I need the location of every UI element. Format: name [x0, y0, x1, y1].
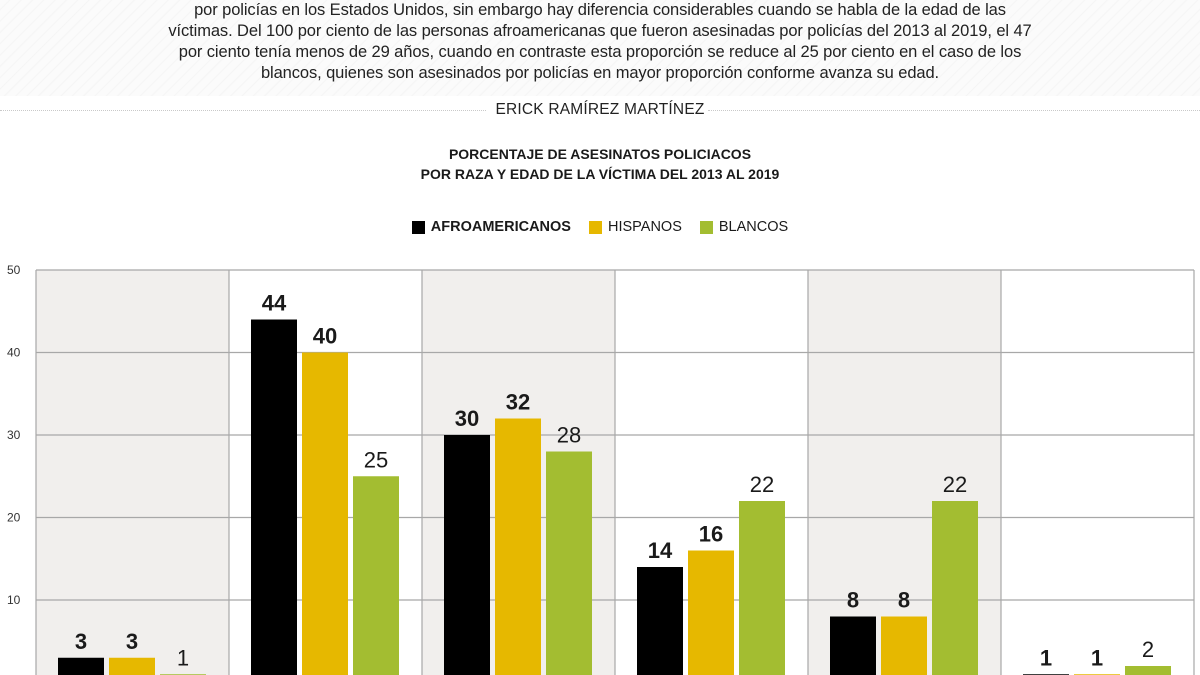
bar-value-label: 22 — [750, 472, 774, 497]
legend-swatch-afroamericanos — [411, 220, 425, 234]
legend-item-afroamericanos: AFROAMERICANOS — [411, 219, 571, 235]
intro-line: por ciento tenía menos de 29 años, cuand… — [178, 43, 1022, 61]
bar-value-label: 3 — [126, 629, 138, 654]
y-tick-label: 30 — [7, 428, 21, 442]
bar-value-label: 14 — [648, 538, 673, 563]
legend-label: AFROAMERICANOS — [430, 219, 571, 235]
bar-value-label: 1 — [1091, 645, 1103, 670]
bar-blancos — [739, 501, 785, 675]
bar-blancos — [1125, 666, 1171, 675]
bar-hispanos — [688, 550, 734, 675]
legend-item-hispanos: HISPANOS — [589, 219, 682, 235]
bar-blancos — [353, 476, 399, 675]
bar-value-label: 8 — [847, 588, 859, 613]
divider-left — [0, 110, 486, 111]
divider-right — [708, 110, 1200, 111]
bar-hispanos — [109, 657, 155, 675]
bar-value-label: 3 — [75, 629, 87, 654]
bar-afroamericanos — [830, 616, 876, 675]
bar-value-label: 2 — [1142, 637, 1154, 662]
bar-afroamericanos — [444, 435, 490, 675]
bar-hispanos — [881, 616, 927, 675]
chart-title: PORCENTAJE DE ASESINATOS POLICIACOS — [448, 146, 752, 162]
bar-value-label: 8 — [898, 588, 910, 613]
y-tick-label: 50 — [7, 263, 21, 277]
bar-afroamericanos — [251, 319, 297, 675]
y-tick-label: 20 — [7, 511, 21, 525]
legend-label: HISPANOS — [608, 219, 682, 235]
legend-label: BLANCOS — [718, 219, 789, 235]
bar-afroamericanos — [637, 567, 683, 675]
bar-afroamericanos — [58, 657, 104, 675]
bar-value-label: 40 — [313, 324, 337, 349]
bar-blancos — [932, 501, 978, 675]
bar-value-label: 28 — [557, 423, 581, 448]
bar-value-label: 25 — [364, 447, 388, 472]
bar-hispanos — [495, 418, 541, 675]
chart-title-block: PORCENTAJE DE ASESINATOS POLICIACOS POR … — [0, 144, 1200, 184]
bar-blancos — [546, 451, 592, 675]
intro-text: por policías en los Estados Unidos, sin … — [150, 0, 1050, 84]
bar-hispanos — [302, 352, 348, 675]
bar-value-label: 32 — [506, 390, 530, 415]
bar-value-label: 30 — [455, 406, 479, 431]
intro-line: blancos, quienes son asesinados por poli… — [260, 64, 940, 82]
bar-value-label: 1 — [1040, 645, 1052, 670]
chart-subtitle: POR RAZA Y EDAD DE LA VÍCTIMA DEL 2013 A… — [420, 166, 780, 182]
header-background — [0, 0, 1200, 96]
legend-swatch-blancos — [699, 220, 713, 234]
bar-value-label: 22 — [943, 472, 967, 497]
intro-line: víctimas. Del 100 por ciento de las pers… — [168, 22, 1032, 40]
chart-legend: AFROAMERICANOS HISPANOS BLANCOS — [0, 219, 1200, 238]
intro-line: por policías en los Estados Unidos, sin … — [194, 1, 1006, 19]
legend-item-blancos: BLANCOS — [699, 219, 789, 235]
bar-value-label: 1 — [177, 645, 189, 670]
y-tick-label: 40 — [7, 346, 21, 360]
y-tick-label: 10 — [7, 593, 21, 607]
group-panel-shade — [36, 270, 229, 675]
legend-swatch-hispanos — [589, 220, 602, 234]
bar-value-label: 16 — [699, 522, 723, 547]
author-byline: ERICK RAMÍREZ MARTÍNEZ — [495, 101, 705, 118]
bar-value-label: 44 — [262, 291, 287, 316]
